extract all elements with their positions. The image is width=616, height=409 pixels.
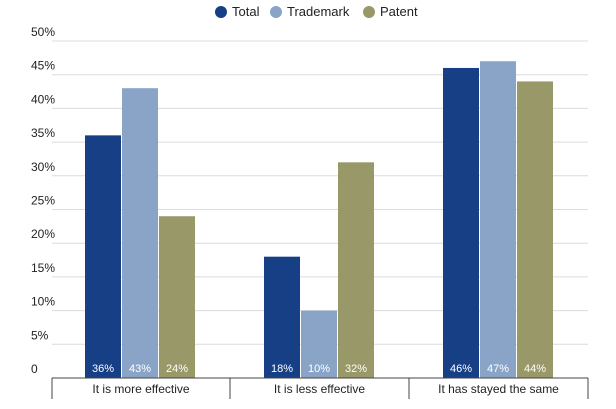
y-tick-label: 50%	[31, 25, 55, 39]
bar-total-1	[85, 135, 121, 378]
bars: 36% 43% 24% 18% 10% 32% 46% 47% 44%	[85, 61, 553, 379]
legend-marker-total	[215, 6, 227, 18]
legend-label: Trademark	[287, 4, 350, 19]
data-label: 36%	[92, 363, 114, 375]
y-axis: 0 5% 10% 15% 20% 25% 30% 35% 40% 45% 50%	[31, 25, 55, 376]
x-category-label: It is more effective	[92, 382, 189, 396]
data-label: 43%	[129, 363, 151, 375]
data-label: 18%	[271, 363, 293, 375]
bar-patent-2	[338, 162, 374, 378]
y-tick-label: 45%	[31, 59, 55, 73]
y-tick-label: 30%	[31, 160, 55, 174]
bar-total-2	[264, 256, 300, 378]
y-tick-label: 10%	[31, 295, 55, 309]
legend-marker-patent	[363, 6, 375, 18]
legend-label: Total	[232, 4, 260, 19]
y-tick-label: 5%	[31, 328, 49, 342]
x-axis: It is more effective It is less effective…	[51, 377, 589, 399]
bar-total-3	[443, 67, 479, 379]
legend-label: Patent	[380, 4, 418, 19]
y-tick-label: 25%	[31, 194, 55, 208]
y-tick-label: 20%	[31, 227, 55, 241]
data-label: 32%	[345, 363, 367, 375]
legend: Total Trademark Patent	[215, 4, 418, 19]
y-tick-label: 15%	[31, 261, 55, 275]
data-label: 24%	[166, 363, 188, 375]
data-label: 10%	[308, 363, 330, 375]
x-category-label: It is less effective	[274, 382, 365, 396]
bar-trademark-1	[122, 88, 158, 379]
y-tick-label: 0	[31, 362, 38, 376]
bar-patent-1	[159, 216, 195, 378]
bar-trademark-2	[301, 310, 337, 378]
data-label: 47%	[487, 363, 509, 375]
y-tick-label: 35%	[31, 126, 55, 140]
data-label: 44%	[524, 363, 546, 375]
bar-patent-3	[517, 81, 553, 378]
y-tick-label: 40%	[31, 92, 55, 106]
data-label: 46%	[450, 363, 472, 375]
bar-trademark-3	[480, 61, 516, 378]
x-category-label: It has stayed the same	[438, 382, 559, 396]
legend-marker-trademark	[270, 6, 282, 18]
